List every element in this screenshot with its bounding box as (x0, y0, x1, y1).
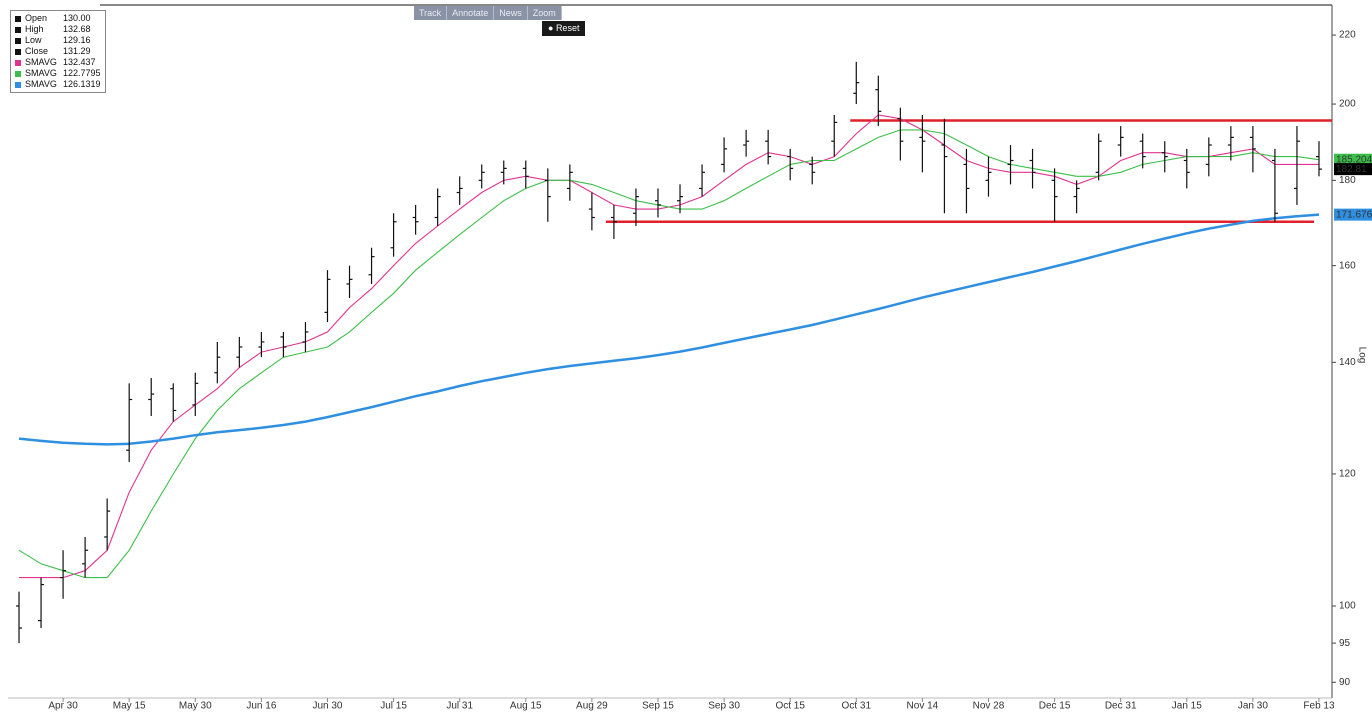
x-tick-label: Nov 14 (907, 701, 939, 712)
y-tick-label: 180 (1339, 175, 1356, 186)
y-axis-label: Log (1356, 347, 1367, 364)
legend-value: 122.7795 (63, 68, 101, 78)
legend-item: Close 131.29 (15, 46, 101, 57)
legend-item: SMAVG 122.7795 (15, 68, 101, 79)
x-tick-label: Nov 28 (973, 701, 1005, 712)
x-tick-label: Dec 31 (1105, 701, 1137, 712)
legend-value: 126.1319 (63, 79, 101, 89)
x-tick-label: Oct 15 (775, 701, 805, 712)
legend-item: SMAVG 132.437 (15, 57, 101, 68)
x-tick-label: Dec 15 (1039, 701, 1071, 712)
moving-average-line (18, 129, 1320, 579)
price-tag (1334, 153, 1372, 166)
legend-label: High (25, 24, 44, 34)
legend-swatch (15, 81, 21, 88)
price-tag (1334, 208, 1372, 221)
legend-item: Open 130.00 (15, 13, 101, 24)
legend-swatch (15, 59, 21, 66)
legend-value: 131.29 (63, 46, 91, 56)
toolbar-button[interactable]: Track (414, 6, 448, 20)
legend-label: SMAVG (25, 68, 57, 78)
toolbar: Track Annotate News Zoom (414, 6, 562, 20)
y-tick-label: 220 (1339, 30, 1356, 41)
x-tick-label: Jan 15 (1172, 701, 1202, 712)
y-tick-label: 140 (1339, 357, 1356, 368)
x-tick-label: Sep 30 (708, 701, 740, 712)
x-tick-label: Jun 30 (312, 701, 342, 712)
y-tick-label: 120 (1339, 469, 1356, 480)
moving-average-line (19, 114, 1319, 579)
toolbar-button[interactable]: Annotate (447, 6, 495, 20)
legend-swatch (15, 48, 21, 55)
x-tick-label: Jul 31 (446, 701, 473, 712)
toolbar-button[interactable]: Zoom (528, 6, 562, 20)
legend-label: SMAVG (25, 57, 57, 67)
price-tag-label: 185.204 (1336, 154, 1372, 165)
legend-swatch (15, 70, 21, 77)
legend-value: 132.437 (63, 57, 96, 67)
x-tick-label: Jan 30 (1238, 701, 1268, 712)
legend-label: Open (25, 13, 48, 23)
legend-value: 129.16 (63, 35, 91, 45)
legend-item: Low 129.16 (15, 35, 101, 46)
legend-item: SMAVG 126.1319 (15, 79, 101, 90)
x-tick-label: Aug 29 (576, 701, 608, 712)
legend-swatch (15, 37, 21, 44)
x-tick-label: Oct 31 (842, 701, 872, 712)
price-tag (1334, 163, 1372, 176)
toolbar-button[interactable]: News (494, 6, 528, 20)
y-tick-label: 90 (1339, 677, 1351, 688)
legend-swatch (15, 26, 21, 33)
price-tag-label: 171.676 (1336, 209, 1372, 220)
x-tick-label: Aug 15 (510, 701, 542, 712)
reset-button[interactable]: ● Reset (542, 21, 586, 36)
legend-label: Low (25, 35, 42, 45)
x-tick-label: Apr 30 (48, 701, 78, 712)
legend-label: Close (25, 46, 49, 56)
price-tag-label: 182.81 (1336, 164, 1367, 175)
legend: Open 130.00 High 132.68 Low 129.16 Close 131.29… (10, 10, 106, 93)
y-tick-label: 95 (1339, 638, 1351, 649)
x-tick-label: Jul 15 (380, 701, 407, 712)
moving-average-line (18, 213, 1320, 446)
y-tick-label: 200 (1339, 99, 1356, 110)
legend-value: 130.00 (63, 13, 91, 23)
x-tick-label: Feb 13 (1303, 701, 1335, 712)
x-tick-label: Sep 15 (642, 701, 674, 712)
x-tick-label: May 30 (179, 701, 212, 712)
legend-value: 132.68 (63, 24, 91, 34)
x-tick-label: Jun 16 (246, 701, 276, 712)
reset-label: Reset (555, 23, 580, 33)
y-tick-label: 160 (1339, 260, 1356, 271)
y-tick-label: 100 (1339, 601, 1356, 612)
x-tick-label: May 15 (113, 701, 146, 712)
legend-item: High 132.68 (15, 24, 101, 35)
legend-label: SMAVG (25, 79, 57, 89)
legend-swatch (15, 15, 21, 22)
